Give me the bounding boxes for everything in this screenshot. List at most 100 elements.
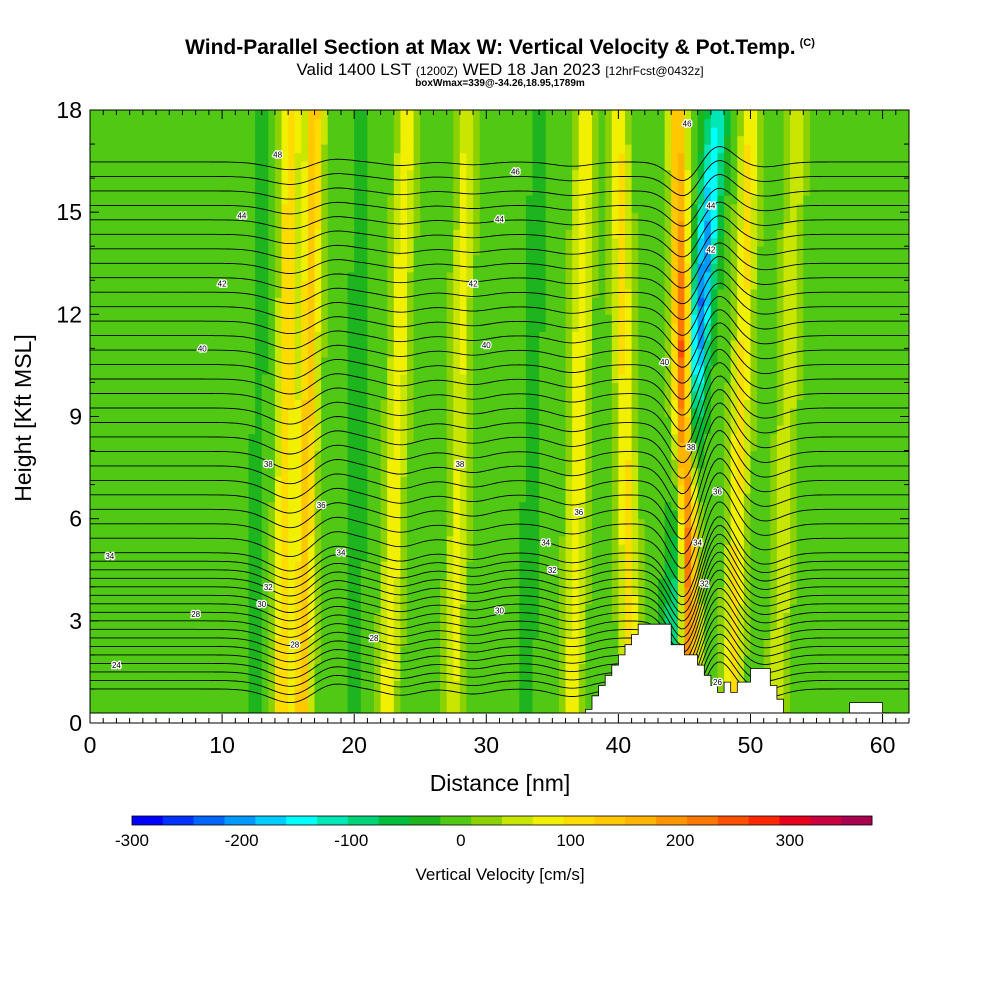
velocity-cell [321, 433, 329, 443]
velocity-cell [314, 705, 322, 713]
velocity-cell [473, 152, 481, 162]
velocity-cell [433, 339, 441, 349]
velocity-cell [466, 297, 474, 307]
velocity-cell [288, 586, 296, 596]
velocity-cell [354, 637, 362, 647]
velocity-cell [182, 195, 190, 205]
velocity-cell [506, 425, 514, 435]
velocity-cell [446, 271, 454, 281]
velocity-cell [486, 110, 494, 120]
velocity-cell [90, 152, 98, 162]
velocity-cell [208, 697, 217, 707]
velocity-cell [189, 322, 197, 332]
velocity-cell [446, 280, 454, 290]
velocity-cell [334, 467, 342, 477]
velocity-cell [400, 535, 408, 545]
velocity-cell [380, 288, 388, 298]
velocity-cell [281, 297, 289, 307]
velocity-cell [433, 620, 441, 630]
velocity-cell [235, 629, 243, 639]
velocity-cell [380, 671, 388, 682]
velocity-cell [519, 407, 527, 418]
velocity-cell [367, 476, 375, 486]
velocity-cell [136, 637, 144, 647]
velocity-cell [215, 348, 223, 358]
velocity-cell [413, 552, 421, 562]
velocity-cell [360, 127, 368, 137]
velocity-cell [129, 518, 137, 528]
velocity-cell [512, 382, 520, 392]
velocity-cell [248, 705, 256, 713]
velocity-cell [103, 578, 111, 588]
velocity-cell [116, 178, 124, 188]
velocity-cell [162, 518, 170, 528]
velocity-cell [532, 390, 540, 401]
velocity-cell [261, 578, 269, 588]
velocity-cell [446, 314, 454, 324]
velocity-cell [525, 569, 534, 579]
velocity-cell [466, 280, 474, 290]
velocity-cell [96, 220, 104, 230]
velocity-cell [545, 654, 553, 664]
velocity-cell [156, 212, 164, 222]
velocity-cell [182, 680, 190, 690]
velocity-cell [136, 246, 144, 256]
velocity-cell [109, 595, 118, 605]
velocity-cell [208, 356, 217, 367]
velocity-cell [307, 680, 316, 690]
velocity-cell [261, 254, 269, 264]
velocity-cell [129, 110, 137, 120]
velocity-cell [532, 510, 540, 520]
velocity-cell [222, 671, 230, 682]
velocity-cell [281, 263, 289, 273]
velocity-cell [241, 450, 250, 460]
velocity-cell [440, 527, 448, 537]
velocity-cell [281, 305, 289, 315]
velocity-cell [261, 271, 269, 281]
velocity-cell [96, 501, 104, 511]
velocity-cell [261, 390, 269, 401]
velocity-cell [248, 110, 256, 120]
velocity-cell [367, 450, 375, 460]
velocity-cell [222, 595, 230, 605]
velocity-cell [123, 595, 131, 605]
velocity-cell [116, 442, 124, 452]
velocity-cell [440, 518, 448, 528]
velocity-cell [321, 169, 329, 179]
velocity-cell [182, 433, 190, 443]
velocity-cell [374, 561, 382, 571]
velocity-cell [175, 680, 184, 690]
velocity-cell [393, 382, 402, 392]
velocity-cell [519, 578, 527, 588]
velocity-cell [241, 339, 250, 349]
velocity-cell [420, 425, 428, 435]
velocity-cell [374, 467, 382, 477]
velocity-cell [407, 654, 415, 664]
velocity-cell [307, 459, 316, 469]
velocity-cell [440, 407, 448, 418]
velocity-cell [149, 697, 157, 707]
velocity-cell [90, 535, 98, 545]
velocity-cell [334, 348, 342, 358]
velocity-cell [268, 161, 276, 171]
velocity-cell [90, 390, 98, 401]
velocity-cell [169, 135, 177, 145]
velocity-cell [175, 280, 184, 290]
velocity-cell [142, 416, 151, 426]
velocity-cell [321, 152, 329, 162]
velocity-cell [525, 501, 534, 511]
velocity-cell [400, 110, 408, 120]
velocity-cell [334, 620, 342, 630]
velocity-cell [466, 663, 474, 673]
velocity-cell [499, 459, 507, 469]
velocity-cell [261, 646, 269, 656]
velocity-cell [446, 382, 454, 392]
velocity-cell [103, 527, 111, 537]
velocity-cell [453, 484, 461, 494]
velocity-cell [90, 178, 98, 188]
velocity-cell [109, 144, 118, 154]
velocity-cell [208, 450, 217, 460]
velocity-cell [525, 467, 534, 477]
velocity-cell [288, 697, 296, 707]
velocity-cell [321, 620, 329, 630]
